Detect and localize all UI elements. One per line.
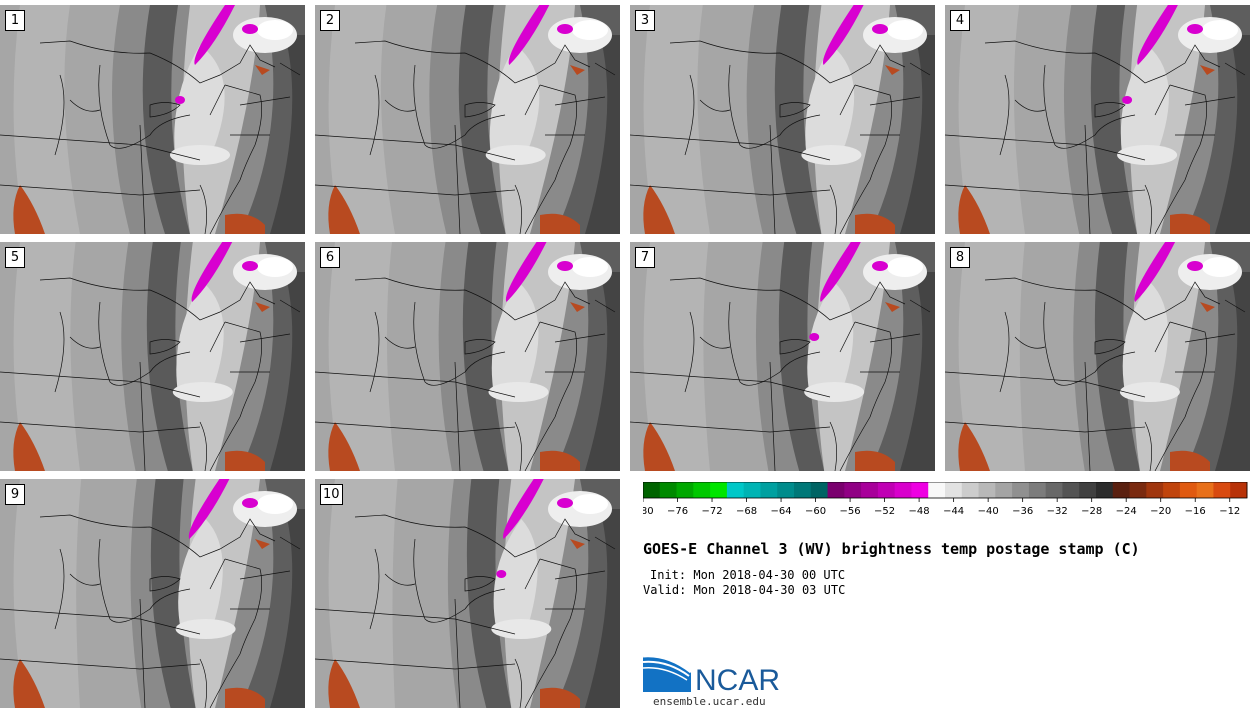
colorbar-segment — [710, 482, 728, 498]
colorbar-tick-label: −20 — [1150, 506, 1171, 517]
colorbar-segment — [777, 482, 795, 498]
colorbar-segment — [827, 482, 845, 498]
colorbar-segment — [726, 482, 745, 498]
colorbar-tick-label: −40 — [978, 506, 999, 517]
stamp-panel: 1 — [0, 5, 305, 234]
colorbar-segment — [1112, 482, 1131, 498]
colorbar-segment — [810, 482, 829, 498]
stamp-panel: 2 — [315, 5, 620, 234]
panel-number: 1 — [5, 10, 25, 31]
colorbar-segment — [676, 482, 694, 498]
panel-number: 3 — [635, 10, 655, 31]
colorbar-segment — [693, 482, 711, 498]
wv-imagery-map — [315, 242, 620, 471]
wv-imagery-map — [945, 5, 1250, 234]
colorbar-tick-label: −36 — [1012, 506, 1033, 517]
colorbar-segment — [844, 482, 862, 498]
site-url: ensemble.ucar.edu — [653, 695, 766, 708]
colorbar-tick-label: −44 — [943, 506, 964, 517]
colorbar-segment — [1045, 482, 1063, 498]
colorbar-segment — [961, 482, 980, 498]
stamp-panel: 10 — [315, 479, 620, 708]
wv-imagery-map — [0, 479, 305, 708]
valid-time: Valid: Mon 2018-04-30 03 UTC — [643, 583, 846, 597]
colorbar-segment — [911, 482, 929, 498]
panel-number: 7 — [635, 247, 655, 268]
stamp-panel: 3 — [630, 5, 935, 234]
ncar-logo: NCAR — [643, 654, 780, 694]
colorbar-tick-label: −56 — [840, 506, 861, 517]
colorbar-segment — [643, 482, 661, 498]
colorbar-segment — [1096, 482, 1114, 498]
colorbar-tick-label: −16 — [1185, 506, 1206, 517]
colorbar-segment — [861, 482, 879, 498]
colorbar-segment — [1028, 482, 1047, 498]
colorbar-segment — [1179, 482, 1198, 498]
colorbar-tick-label: −24 — [1116, 506, 1137, 517]
panel-number: 4 — [950, 10, 970, 31]
colorbar-tick-label: −28 — [1081, 506, 1102, 517]
colorbar-segment — [1012, 482, 1030, 498]
panel-number: 8 — [950, 247, 970, 268]
colorbar-segment — [659, 482, 678, 498]
colorbar-segment — [1196, 482, 1214, 498]
stamp-panel: 5 — [0, 242, 305, 471]
wv-imagery-map — [0, 5, 305, 234]
stamp-panel: 8 — [945, 242, 1250, 471]
init-time: Init: Mon 2018-04-30 00 UTC — [650, 568, 846, 582]
wv-imagery-map — [945, 242, 1250, 471]
colorbar-segment — [1163, 482, 1181, 498]
colorbar: −80 −76 −72 −68 −64 −60 −56 −52 −48 −44 −40 −36 −32 −… — [643, 482, 1248, 517]
colorbar-tick-label: −72 — [701, 506, 722, 517]
colorbar-tick-label: −52 — [874, 506, 895, 517]
colorbar-segment — [928, 482, 946, 498]
colorbar-segment — [877, 482, 896, 498]
colorbar-segment — [1062, 482, 1080, 498]
colorbar-segment — [743, 482, 761, 498]
colorbar-tick-label: −48 — [909, 506, 930, 517]
plot-title: GOES-E Channel 3 (WV) brightness temp po… — [643, 540, 1140, 558]
colorbar-tick-label: −76 — [667, 506, 688, 517]
wv-imagery-map — [315, 5, 620, 234]
colorbar-segment — [1079, 482, 1097, 498]
colorbar-segment — [1230, 482, 1248, 498]
stamp-panel: 6 — [315, 242, 620, 471]
colorbar-segment — [995, 482, 1013, 498]
stamp-panel: 7 — [630, 242, 935, 471]
colorbar-tick-label: −64 — [771, 506, 792, 517]
colorbar-tick-label: −32 — [1047, 506, 1068, 517]
colorbar-segment — [945, 482, 963, 498]
wv-imagery-map — [0, 242, 305, 471]
panel-number: 9 — [5, 484, 25, 505]
panel-number: 5 — [5, 247, 25, 268]
colorbar-tick-label: −68 — [736, 506, 757, 517]
panel-number: 2 — [320, 10, 340, 31]
colorbar-segment — [978, 482, 996, 498]
colorbar-tick-label: −60 — [805, 506, 826, 517]
colorbar-segment — [794, 482, 812, 498]
colorbar-segment — [894, 482, 912, 498]
wv-imagery-map — [630, 5, 935, 234]
colorbar-segment — [1146, 482, 1164, 498]
colorbar-tick-label: −12 — [1219, 506, 1240, 517]
stamp-panel: 9 — [0, 479, 305, 708]
wv-imagery-map — [315, 479, 620, 708]
panel-number: 10 — [320, 484, 343, 505]
stamp-panel: 4 — [945, 5, 1250, 234]
colorbar-tick-label: −80 — [643, 506, 654, 517]
colorbar-segment — [760, 482, 778, 498]
colorbar-segment — [1129, 482, 1147, 498]
svg-text:NCAR: NCAR — [695, 664, 780, 694]
wv-imagery-map — [630, 242, 935, 471]
colorbar-segment — [1213, 482, 1231, 498]
panel-number: 6 — [320, 247, 340, 268]
